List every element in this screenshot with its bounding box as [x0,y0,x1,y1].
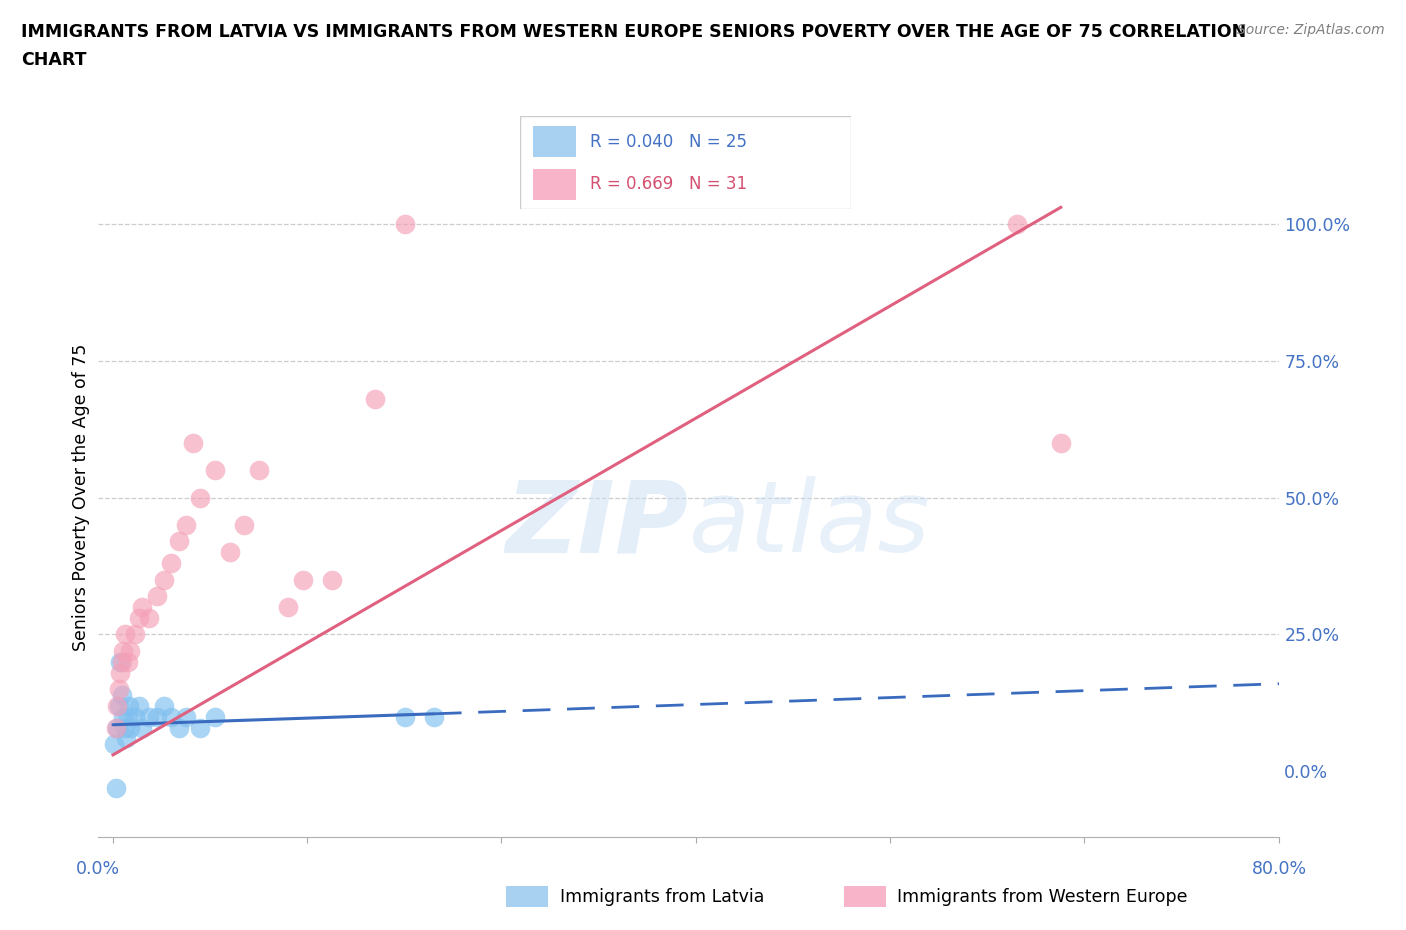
Text: Source: ZipAtlas.com: Source: ZipAtlas.com [1237,23,1385,37]
Text: ZIP: ZIP [506,476,689,573]
Point [153,698,176,713]
Text: R = 0.669   N = 31: R = 0.669 N = 31 [589,175,747,193]
Point [1005,217,1028,232]
Point [128,698,150,713]
Point [110,665,132,680]
Text: R = 0.040   N = 25: R = 0.040 N = 25 [589,133,747,151]
Point [131,720,153,735]
Point [204,463,226,478]
Point [190,720,212,735]
Point [190,490,212,505]
Point [321,572,343,587]
Point [115,731,138,746]
Point [112,644,135,658]
Y-axis label: Seniors Poverty Over the Age of 75: Seniors Poverty Over the Age of 75 [72,344,90,651]
Point [153,572,176,587]
Point [114,627,136,642]
Point [104,720,127,735]
Point [124,627,146,642]
Point [117,709,139,724]
Text: IMMIGRANTS FROM LATVIA VS IMMIGRANTS FROM WESTERN EUROPE SENIORS POVERTY OVER TH: IMMIGRANTS FROM LATVIA VS IMMIGRANTS FRO… [21,23,1246,41]
Point [160,556,183,571]
Text: Immigrants from Western Europe: Immigrants from Western Europe [897,887,1188,906]
Bar [533,169,576,200]
Point [233,517,256,532]
Point [181,435,204,450]
Point [204,709,226,724]
Point [174,709,197,724]
Point [160,709,183,724]
Point [108,698,131,713]
Point [145,589,167,604]
Point [174,517,197,532]
Point [1049,435,1071,450]
Point [247,463,270,478]
Point [105,720,128,735]
Point [277,600,299,615]
Point [218,545,240,560]
Point [145,709,167,724]
Point [104,780,127,795]
Point [131,600,153,615]
Point [120,644,142,658]
Point [120,720,142,735]
Point [111,655,134,670]
Point [423,709,446,724]
Point [167,720,190,735]
Point [394,217,416,232]
Text: 0.0%: 0.0% [76,860,121,878]
Point [112,709,135,724]
Text: atlas: atlas [689,476,931,573]
Point [138,611,160,626]
Point [394,709,416,724]
Text: Immigrants from Latvia: Immigrants from Latvia [560,887,763,906]
Point [110,655,132,670]
Point [138,709,160,724]
Point [111,687,134,702]
Point [117,655,139,670]
Text: 80.0%: 80.0% [1251,860,1308,878]
Bar [533,126,576,157]
Point [108,682,131,697]
Text: CHART: CHART [21,51,87,69]
Point [105,698,128,713]
Point [124,709,146,724]
Point [118,698,141,713]
Point [128,611,150,626]
Point [364,392,387,406]
Point [103,737,125,751]
Point [114,720,136,735]
Point [291,572,314,587]
Point [167,534,190,549]
